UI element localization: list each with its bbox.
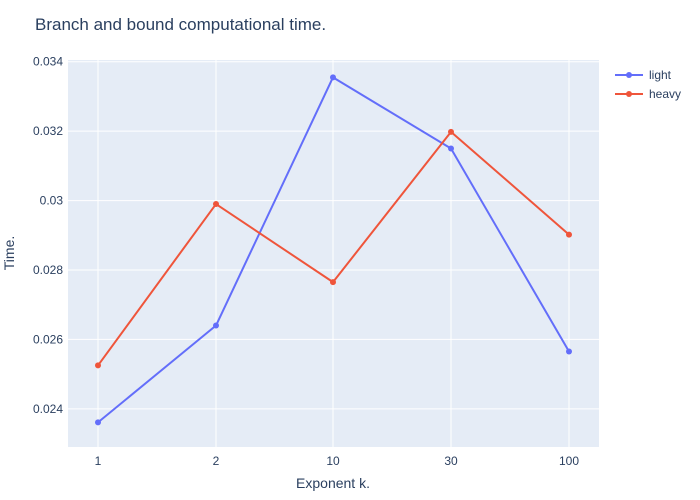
y-tick-label: 0.034	[33, 55, 63, 69]
data-point-light[interactable]	[95, 419, 101, 426]
data-point-light[interactable]	[566, 348, 572, 355]
data-point-heavy[interactable]	[213, 201, 219, 208]
data-point-light[interactable]	[448, 145, 454, 152]
y-tick-label: 0.03	[40, 194, 64, 208]
chart-title: Branch and bound computational time.	[35, 15, 326, 34]
y-tick-label: 0.024	[33, 402, 63, 416]
x-tick-label: 1	[95, 454, 102, 468]
x-tick-label: 2	[213, 454, 220, 468]
data-point-heavy[interactable]	[330, 279, 336, 286]
legend[interactable]: light heavy	[615, 68, 681, 101]
x-axis-title: Exponent k.	[296, 475, 370, 491]
x-tick-label: 100	[559, 454, 579, 468]
y-tick-labels: 0.024 0.026 0.028 0.03 0.032 0.034	[33, 55, 63, 416]
x-tick-labels: 1 2 10 30 100	[95, 454, 580, 468]
legend-swatch-marker	[626, 91, 632, 97]
data-point-heavy[interactable]	[566, 231, 572, 238]
y-tick-label: 0.026	[33, 332, 63, 346]
data-point-heavy[interactable]	[448, 128, 454, 135]
y-axis-title: Time.	[1, 236, 17, 270]
legend-item-heavy[interactable]: heavy	[615, 87, 681, 101]
legend-label: light	[649, 68, 672, 82]
grid-lines	[68, 60, 599, 447]
legend-item-light[interactable]: light	[615, 68, 672, 82]
series-lines	[95, 74, 572, 426]
x-tick-label: 30	[444, 454, 458, 468]
y-tick-label: 0.028	[33, 263, 63, 277]
data-point-light[interactable]	[330, 74, 336, 81]
legend-swatch-marker	[626, 72, 632, 78]
y-tick-label: 0.032	[33, 124, 63, 138]
data-point-light[interactable]	[213, 322, 219, 329]
x-tick-label: 10	[326, 454, 340, 468]
legend-label: heavy	[649, 87, 681, 101]
data-point-heavy[interactable]	[95, 362, 101, 369]
